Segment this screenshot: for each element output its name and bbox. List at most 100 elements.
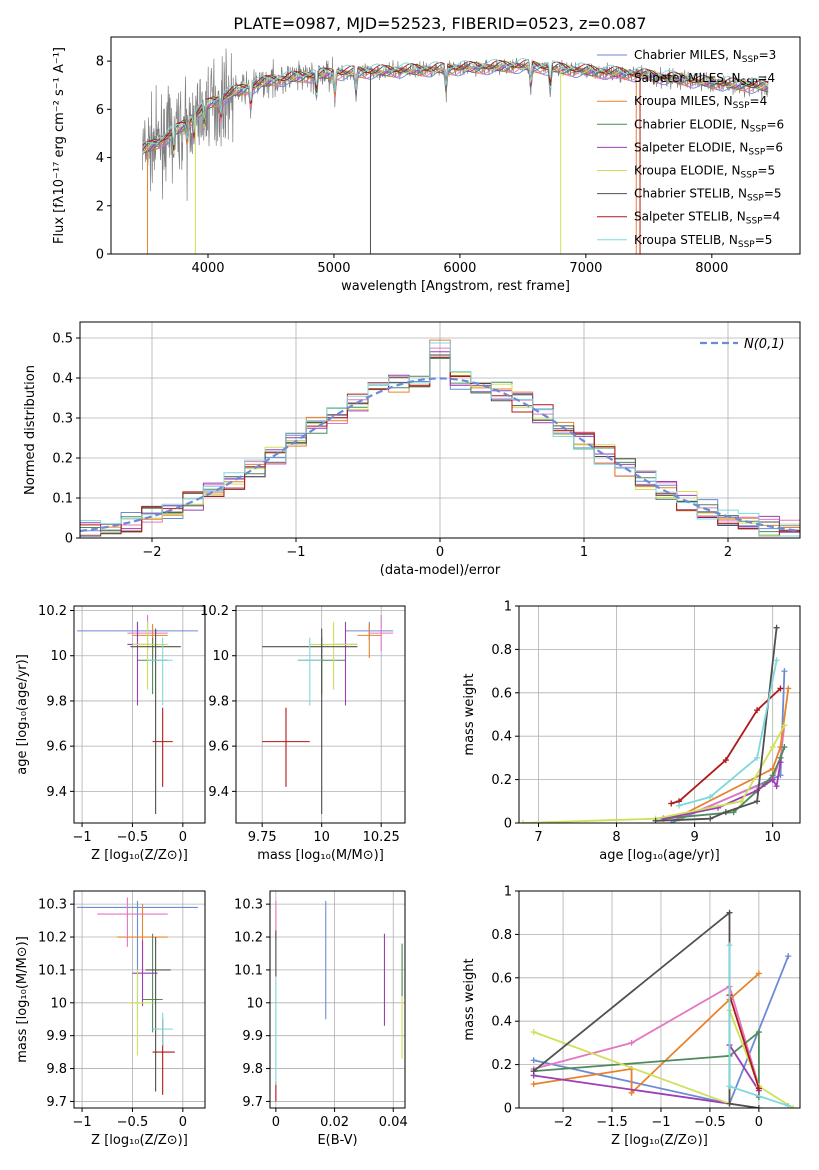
y-tick-label: 9.7 <box>46 1095 67 1110</box>
errorbar-point <box>132 940 158 1007</box>
weight-marker <box>769 744 776 751</box>
weight-marker <box>722 809 729 816</box>
y-tick-label: 10.3 <box>38 898 67 913</box>
y-tick-label: 0.2 <box>52 452 73 467</box>
spectrum-model <box>142 62 769 156</box>
x-tick-label: 0.04 <box>379 1115 408 1130</box>
y-tick-label: 0.4 <box>52 372 73 387</box>
x-tick-label: 8000 <box>695 261 728 276</box>
y-tick-label: 8 <box>96 55 104 70</box>
weight-line <box>533 1042 760 1105</box>
weight-marker <box>530 1057 537 1064</box>
weight-marker <box>726 942 733 949</box>
x-tick-label: −2 <box>142 545 161 560</box>
weight-line <box>678 660 778 807</box>
x-tick-label: 0 <box>436 545 444 560</box>
y-tick-label: 0.2 <box>491 1058 512 1073</box>
weight-line <box>533 985 760 1087</box>
weight-line <box>533 972 760 1095</box>
weight-marker <box>755 970 762 977</box>
x-tick-label: 9 <box>690 830 698 845</box>
x-tick-label: 2 <box>724 545 732 560</box>
axes-spectrum: 4000 5000 6000 7000 8000 0 2 4 6 8 wavelength [Ang… <box>52 36 801 294</box>
y-tick-label: 9.8 <box>242 1062 263 1077</box>
y-tick-label: 6 <box>96 103 104 118</box>
weight-marker <box>777 759 784 766</box>
x-tick-label: −2 <box>553 1115 572 1130</box>
legend-label-text: Chabrier STELIB, N <box>634 187 747 201</box>
weight-marker <box>519 820 526 823</box>
axes-frame <box>269 890 406 1109</box>
errorbar-point <box>142 933 163 1033</box>
legend-label-text: Salpeter STELIB, N <box>634 210 746 224</box>
y-tick-label: 10.2 <box>234 931 263 946</box>
errorbar-point <box>369 615 394 652</box>
axes-frame <box>518 890 801 1109</box>
x-tick-label: 4000 <box>191 261 224 276</box>
legend-label-text: Chabrier ELODIE, N <box>634 117 750 131</box>
weight-marker <box>755 1085 762 1092</box>
legend-label-sub: SSP <box>748 147 765 157</box>
weight-marker <box>726 909 733 916</box>
weight-marker <box>781 668 788 675</box>
y-tick-label: 10.1 <box>234 963 263 978</box>
spectrum-model <box>142 63 769 152</box>
weight-marker <box>530 1068 537 1075</box>
y-axis-label: Normed distribution <box>23 365 38 495</box>
y-tick-label: 0.4 <box>491 730 512 745</box>
errorbar-point <box>333 621 358 706</box>
y-tick-label: 0 <box>504 817 512 832</box>
legend-label: Salpeter ELODIE, NSSP=6 <box>634 140 783 157</box>
weight-marker <box>530 1081 537 1088</box>
y-tick-label: 10.3 <box>234 898 263 913</box>
legend-entry: Kroupa ELODIE, NSSP=5 <box>597 164 775 181</box>
axes-frame <box>73 890 206 1109</box>
y-axis-label: mass weight <box>462 958 477 1040</box>
legend-entry: Kroupa STELIB, NSSP=5 <box>597 233 772 250</box>
weight-marker <box>722 757 729 764</box>
weight-marker <box>773 657 780 664</box>
x-tick-label: 7000 <box>569 261 602 276</box>
y-tick-label: 9.8 <box>46 1062 67 1077</box>
weight-marker <box>707 793 714 800</box>
x-tick-label: 0 <box>755 1115 763 1130</box>
y-tick-label: 9.9 <box>46 1029 67 1044</box>
errorbar-point <box>127 621 153 706</box>
weight-marker <box>785 685 792 692</box>
errorbar-point <box>262 707 310 787</box>
y-tick-label: 9.7 <box>242 1095 263 1110</box>
weight-line <box>663 762 782 820</box>
legend-label-text: Kroupa ELODIE, N <box>634 164 741 178</box>
x-tick-label: 1 <box>580 545 588 560</box>
x-tick-label: 0 <box>272 1115 280 1130</box>
weight-marker <box>668 800 675 807</box>
x-tick-label: −0.5 <box>117 1115 149 1130</box>
axes-mass_vs_EBV: 0 0.02 0.04 9.7 9.8 9.9 10 10.1 10.2 10.3 E(B-V) <box>234 890 408 1148</box>
legend-entry: Chabrier STELIB, NSSP=5 <box>597 187 782 204</box>
legend-label-sub: SSP <box>750 124 767 134</box>
x-axis-label: (data-model)/error <box>380 563 501 578</box>
x-tick-label: 6000 <box>443 261 476 276</box>
axes-frame <box>73 605 206 824</box>
errorbar-point <box>152 1012 173 1046</box>
legend-label: Chabrier MILES, NSSP=3 <box>634 48 776 65</box>
errorbar-point <box>147 637 173 706</box>
legend-label-text: Salpeter ELODIE, N <box>634 140 748 154</box>
errorbar-point <box>357 624 382 658</box>
y-tick-label: 0.6 <box>491 971 512 986</box>
plot-area <box>142 48 769 254</box>
axes-residuals: −2 −1 0 1 2 0 0.1 0.2 0.3 0.4 0.5 (data-model)/erro… <box>23 321 801 578</box>
legend-label-text: Kroupa STELIB, N <box>634 233 738 247</box>
x-tick-label: 8 <box>612 830 620 845</box>
y-tick-label: 10 <box>50 996 67 1011</box>
x-tick-label: −1 <box>286 545 305 560</box>
weight-marker <box>785 953 792 960</box>
errorbar-point <box>297 637 322 706</box>
plot-area <box>74 891 205 1108</box>
y-axis-label: mass weight <box>462 673 477 755</box>
x-tick-label: −0.5 <box>694 1115 726 1130</box>
y-tick-label: 0.6 <box>491 686 512 701</box>
weight-marker <box>738 798 745 805</box>
